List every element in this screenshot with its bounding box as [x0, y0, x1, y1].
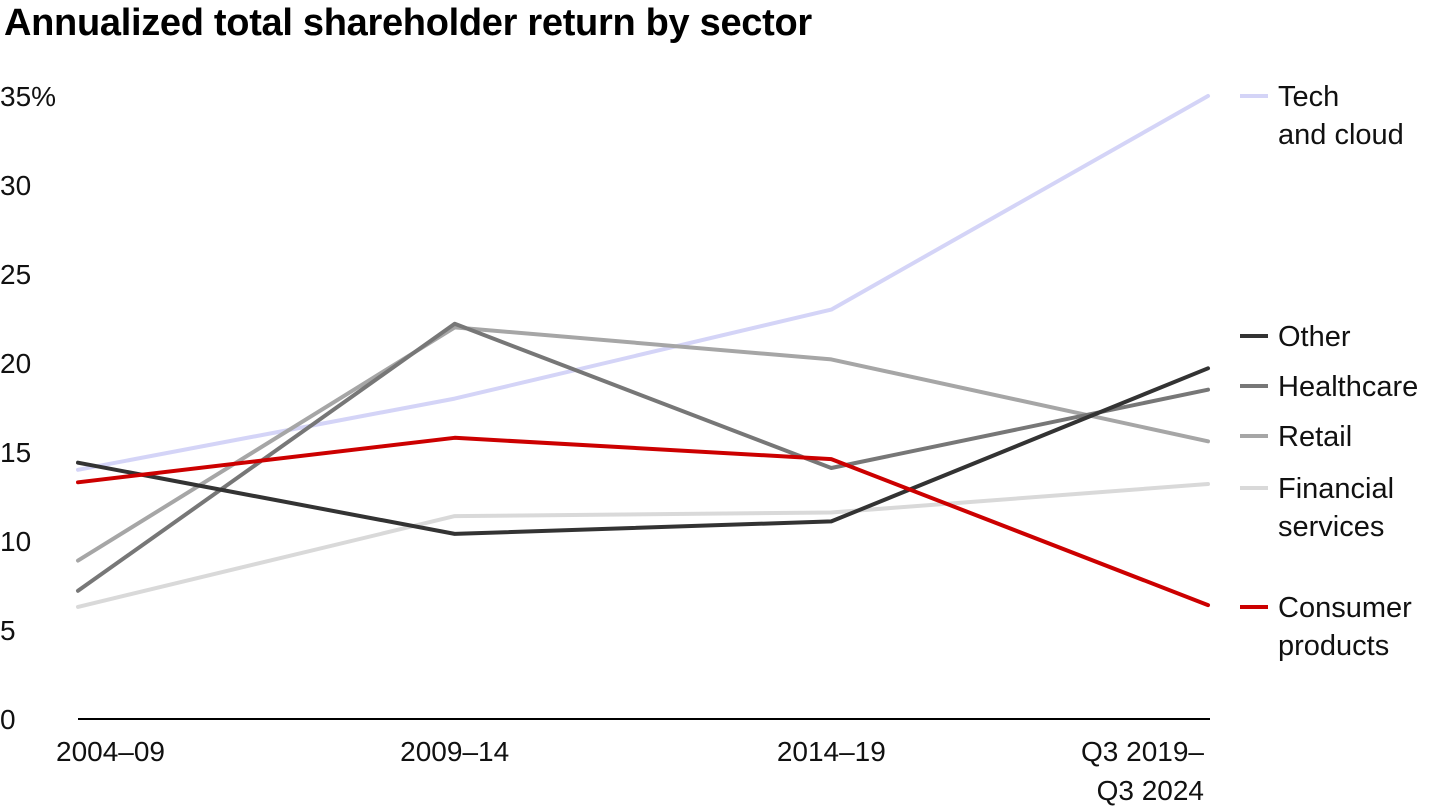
legend-item-healthcare: Healthcare — [1240, 371, 1418, 403]
series-line-consumer-products — [76, 435, 1210, 608]
legend: Tech and cloud Other Healthcare Retail Financ… — [1240, 81, 1418, 662]
x-tick-label-q3-2019-q3-2024: Q3 2019– Q3 2024 — [1081, 736, 1204, 806]
x-tick-label-2009-14: 2009–14 — [400, 736, 509, 767]
legend-item-retail: Retail — [1240, 421, 1352, 453]
y-tick-label-5: 5 — [0, 615, 16, 646]
chart-title: Annualized total shareholder return by s… — [4, 2, 812, 44]
series-line-retail — [76, 325, 1210, 563]
legend-label-consumer-products: Consumer products — [1278, 592, 1412, 662]
legend-label-healthcare: Healthcare — [1278, 371, 1418, 403]
series-lines — [76, 94, 1210, 609]
y-tick-label-0: 0 — [0, 704, 16, 735]
legend-item-tech-and-cloud: Tech and cloud — [1240, 81, 1404, 151]
y-tick-label-25: 25 — [0, 259, 31, 290]
legend-item-consumer-products: Consumer products — [1240, 592, 1412, 662]
series-line-healthcare — [76, 321, 1210, 593]
legend-label-retail: Retail — [1278, 421, 1352, 453]
legend-label-other: Other — [1278, 321, 1351, 353]
y-tick-label-35: 35% — [0, 81, 56, 112]
legend-label-financial-services: Financial services — [1278, 473, 1394, 543]
x-axis-tick-labels: 2004–09 2009–14 2014–19 Q3 2019– Q3 2024 — [56, 736, 1204, 806]
legend-item-financial-services: Financial services — [1240, 473, 1394, 543]
y-axis-tick-labels: 0 5 10 15 20 25 30 35% — [0, 81, 56, 735]
legend-label-tech-and-cloud: Tech and cloud — [1278, 81, 1404, 151]
series-line-financial-services — [76, 482, 1210, 609]
y-tick-label-20: 20 — [0, 348, 31, 379]
y-tick-label-10: 10 — [0, 526, 31, 557]
legend-item-other: Other — [1240, 321, 1351, 353]
series-line-tech-and-cloud — [76, 94, 1210, 472]
y-tick-label-30: 30 — [0, 170, 31, 201]
x-tick-label-2014-19: 2014–19 — [777, 736, 886, 767]
x-tick-label-2004-09: 2004–09 — [56, 736, 165, 767]
y-tick-label-15: 15 — [0, 437, 31, 468]
series-line-other — [76, 366, 1210, 536]
